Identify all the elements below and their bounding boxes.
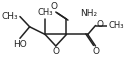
Text: HO: HO	[13, 40, 27, 49]
Text: CH₃: CH₃	[1, 12, 18, 21]
Text: NH₂: NH₂	[80, 9, 97, 18]
Text: CH₃: CH₃	[37, 8, 53, 17]
Text: O: O	[93, 47, 100, 56]
Text: O: O	[96, 20, 103, 29]
Text: O: O	[50, 2, 57, 11]
Text: CH₃: CH₃	[108, 21, 124, 30]
Text: O: O	[52, 47, 59, 56]
